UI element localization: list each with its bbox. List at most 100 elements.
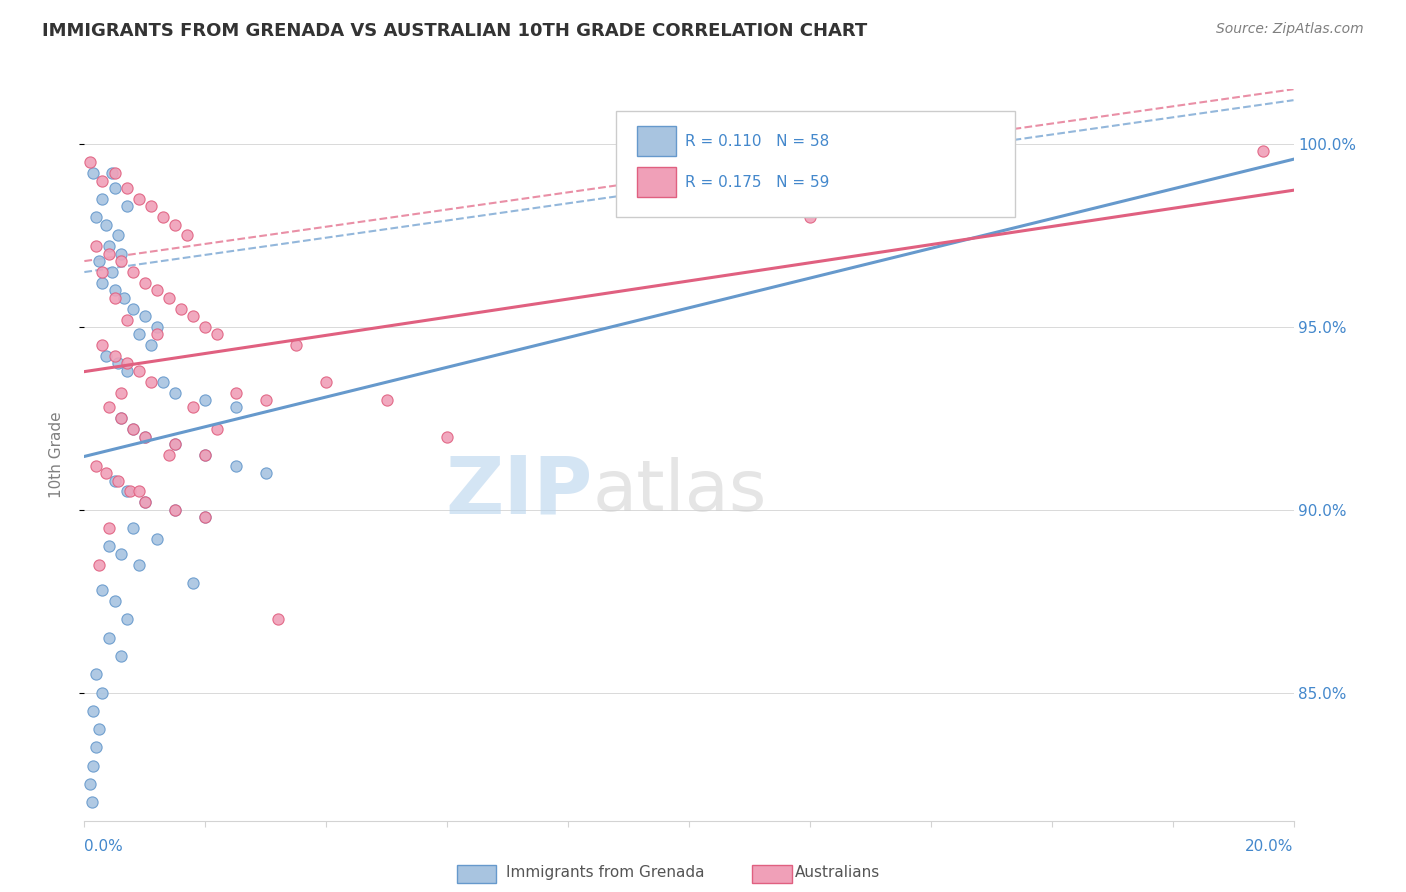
Point [110, 547, 132, 561]
Point [128, 327, 150, 342]
Point [194, 510, 217, 524]
Point [146, 284, 169, 298]
Point [110, 254, 132, 268]
Point [115, 613, 138, 627]
Point [165, 503, 187, 517]
Text: Source: ZipAtlas.com: Source: ZipAtlas.com [1216, 22, 1364, 37]
Point [152, 211, 174, 225]
Point [79, 155, 101, 169]
Point [1253, 145, 1275, 159]
Point [110, 385, 132, 400]
Point [181, 401, 204, 415]
Point [157, 291, 180, 305]
Point [146, 320, 169, 334]
Point [110, 247, 132, 261]
Point [82, 704, 104, 718]
Text: R = 0.175   N = 59: R = 0.175 N = 59 [685, 175, 830, 190]
Point [89, 723, 111, 737]
Text: 0.0%: 0.0% [84, 839, 124, 854]
Point [207, 422, 229, 436]
Point [139, 199, 162, 213]
Point [86, 458, 108, 473]
Point [104, 291, 127, 305]
Point [134, 276, 156, 290]
Point [194, 393, 217, 408]
Point [82, 759, 104, 773]
Point [94, 218, 117, 232]
Text: R = 0.110   N = 58: R = 0.110 N = 58 [685, 134, 830, 149]
Point [115, 312, 138, 326]
Point [194, 448, 217, 462]
Point [82, 166, 104, 180]
Text: Australians: Australians [794, 865, 880, 880]
Point [91, 276, 114, 290]
Point [128, 558, 150, 572]
Point [110, 411, 132, 425]
Point [104, 594, 127, 608]
Point [94, 467, 117, 481]
Point [97, 631, 120, 645]
Point [139, 338, 162, 352]
Point [97, 239, 120, 253]
Point [315, 375, 337, 389]
Point [97, 247, 120, 261]
Point [165, 218, 187, 232]
Point [165, 385, 187, 400]
Point [104, 349, 127, 363]
Point [97, 401, 120, 415]
Point [86, 667, 108, 681]
Point [225, 458, 247, 473]
Point [104, 284, 127, 298]
Point [225, 385, 247, 400]
Point [181, 576, 204, 591]
Point [980, 155, 1002, 169]
Y-axis label: 10th Grade: 10th Grade [49, 411, 63, 499]
Text: atlas: atlas [592, 457, 766, 526]
Point [91, 265, 114, 279]
Point [115, 364, 138, 378]
Point [134, 495, 156, 509]
Point [152, 375, 174, 389]
Text: Immigrants from Grenada: Immigrants from Grenada [506, 865, 704, 880]
Point [110, 411, 132, 425]
Point [100, 166, 122, 180]
FancyBboxPatch shape [616, 112, 1015, 218]
Point [254, 393, 277, 408]
Point [128, 364, 150, 378]
Point [91, 583, 114, 598]
Point [146, 532, 169, 546]
FancyBboxPatch shape [637, 167, 676, 197]
Point [91, 686, 114, 700]
Point [194, 320, 217, 334]
Point [104, 474, 127, 488]
Point [285, 338, 308, 352]
Point [134, 495, 156, 509]
Point [170, 301, 193, 316]
FancyBboxPatch shape [637, 126, 676, 156]
Point [121, 422, 143, 436]
Point [207, 327, 229, 342]
Point [165, 437, 187, 451]
Point [146, 327, 169, 342]
Point [89, 558, 111, 572]
Point [91, 174, 114, 188]
Point [91, 192, 114, 206]
Point [267, 613, 290, 627]
Point [254, 467, 277, 481]
Point [115, 181, 138, 195]
Point [165, 437, 187, 451]
Point [80, 796, 103, 810]
Point [86, 211, 108, 225]
Point [181, 309, 204, 323]
Point [375, 393, 398, 408]
Point [112, 291, 135, 305]
Point [134, 309, 156, 323]
Point [115, 357, 138, 371]
Point [176, 228, 198, 243]
Point [89, 254, 111, 268]
Point [107, 228, 129, 243]
Point [157, 448, 180, 462]
Point [97, 521, 120, 535]
Point [118, 484, 141, 499]
Point [115, 199, 138, 213]
